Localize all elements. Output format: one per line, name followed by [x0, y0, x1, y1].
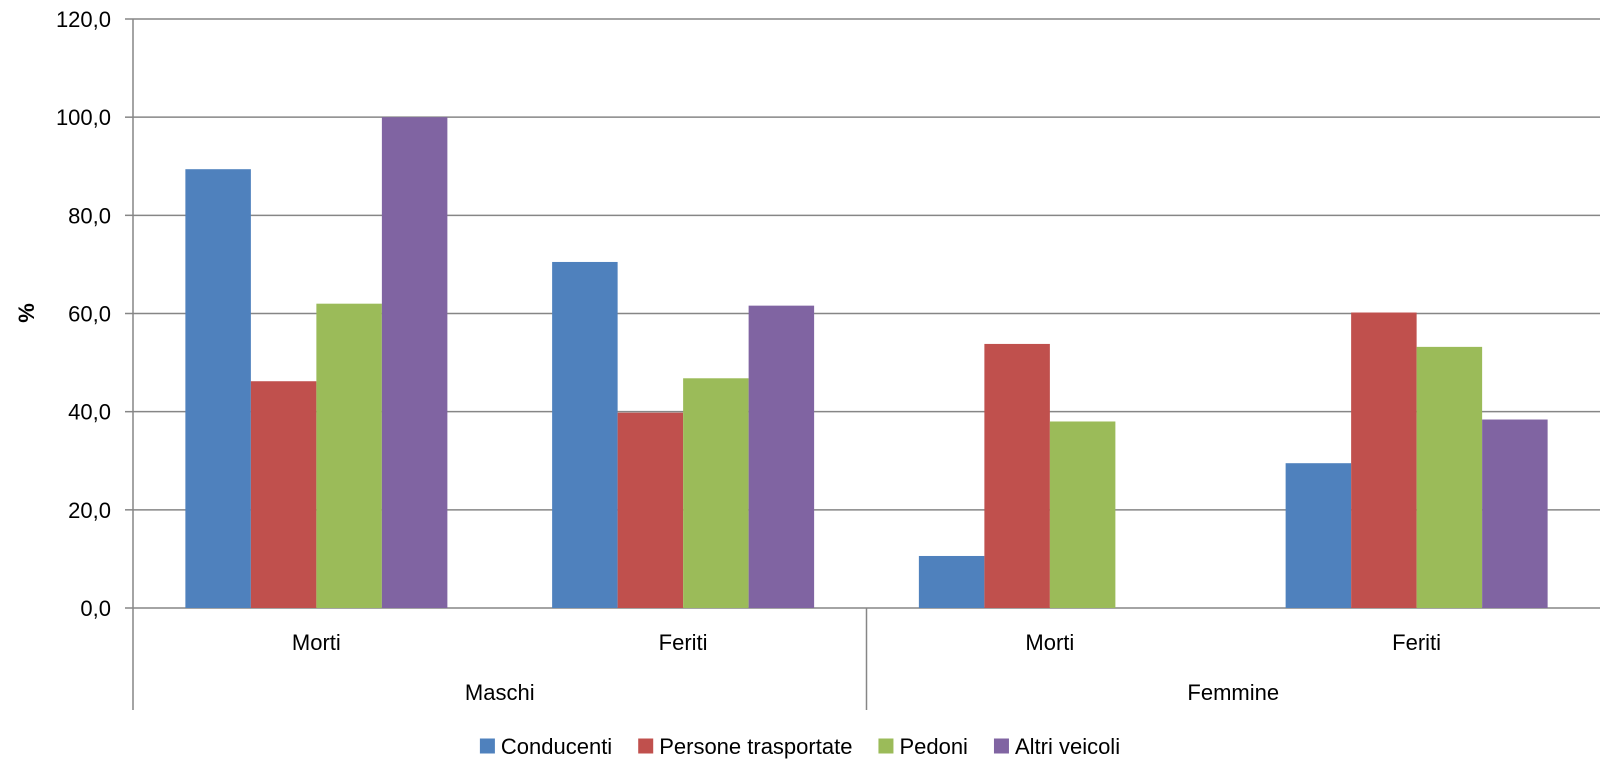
axes	[125, 18, 868, 710]
bar-conducenti	[552, 261, 618, 608]
axis-labels: 0,0 20,0 40,0 60,0 80,0 100,0 120,0 Morti Feriti…	[56, 7, 1441, 705]
legend: Conducenti Persone trasportate Pedoni Altri…	[479, 734, 1120, 759]
legend-swatch	[993, 738, 1009, 754]
bar-persone-trasportate	[984, 343, 1050, 608]
bar-pedoni	[683, 378, 749, 608]
category-label: Morti	[292, 630, 341, 655]
y-tick-label: 80,0	[68, 203, 111, 228]
bar-altri-veicoli	[381, 117, 448, 609]
bar-persone-trasportate	[1351, 312, 1417, 608]
bar-persone-trasportate	[617, 412, 684, 608]
legend-label: Pedoni	[899, 734, 968, 759]
bar-conducenti	[185, 169, 251, 608]
bar-altri-veicoli	[1482, 419, 1548, 608]
y-tick-label: 60,0	[68, 302, 111, 327]
bar-pedoni	[1416, 346, 1483, 608]
category-label: Morti	[1025, 630, 1074, 655]
bar-conducenti	[1285, 463, 1352, 608]
legend-label: Conducenti	[501, 734, 612, 759]
group-label: Maschi	[465, 680, 535, 705]
y-tick-label: 20,0	[68, 498, 111, 523]
legend-swatch	[638, 738, 654, 754]
legend-swatch	[479, 738, 495, 754]
bar-altri-veicoli	[748, 305, 815, 608]
y-tick-label: 40,0	[68, 400, 111, 425]
legend-label: Altri veicoli	[1015, 734, 1120, 759]
y-tick-label: 100,0	[56, 105, 111, 130]
y-tick-label: 120,0	[56, 7, 111, 32]
group-label: Femmine	[1187, 680, 1279, 705]
legend-swatch	[878, 738, 894, 754]
bar-conducenti	[918, 555, 985, 608]
legend-label: Persone trasportate	[659, 734, 852, 759]
category-label: Feriti	[659, 630, 708, 655]
bar-pedoni	[316, 303, 382, 608]
category-label: Feriti	[1392, 630, 1441, 655]
y-tick-label: 0,0	[80, 596, 111, 621]
y-axis-title: %	[14, 303, 39, 323]
bar-pedoni	[1049, 421, 1116, 608]
bar-persone-trasportate	[250, 381, 317, 608]
bars	[185, 117, 1548, 609]
